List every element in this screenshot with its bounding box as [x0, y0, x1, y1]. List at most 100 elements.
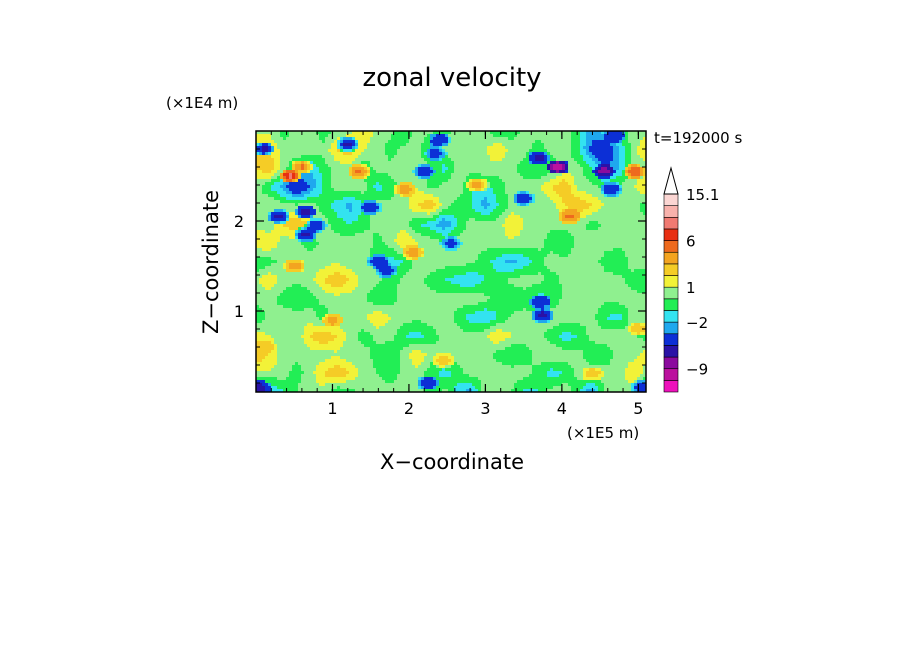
- field-cell: [520, 167, 524, 171]
- field-cell: [550, 134, 554, 138]
- field-cell: [391, 140, 395, 144]
- field-cell: [574, 203, 578, 207]
- field-cell: [454, 212, 458, 216]
- field-cell: [481, 167, 485, 171]
- field-cell: [565, 179, 569, 183]
- field-cell: [430, 170, 434, 174]
- field-cell: [343, 161, 347, 165]
- field-cell: [556, 161, 560, 165]
- field-cell: [466, 140, 470, 144]
- field-cell: [394, 137, 398, 141]
- field-cell: [352, 170, 356, 174]
- field-cell: [310, 143, 314, 147]
- field-cell: [268, 140, 272, 144]
- field-cell: [610, 206, 614, 210]
- field-cell: [577, 173, 581, 177]
- field-cell: [373, 158, 377, 162]
- field-cell: [325, 185, 329, 189]
- field-cell: [403, 170, 407, 174]
- field-cell: [274, 206, 278, 210]
- field-cell: [436, 152, 440, 156]
- field-cell: [298, 218, 302, 222]
- field-cell: [502, 140, 506, 144]
- field-cell: [340, 221, 344, 225]
- field-cell: [568, 137, 572, 141]
- field-cell: [589, 188, 593, 192]
- field-cell: [556, 134, 560, 138]
- field-cell: [277, 206, 281, 210]
- field-cell: [607, 143, 611, 147]
- field-cell: [376, 179, 380, 183]
- field-cell: [469, 179, 473, 183]
- field-cell: [358, 215, 362, 219]
- field-cell: [490, 191, 494, 195]
- field-cell: [289, 158, 293, 162]
- field-cell: [346, 182, 350, 186]
- field-cell: [532, 164, 536, 168]
- field-cell: [571, 173, 575, 177]
- field-cell: [313, 155, 317, 159]
- field-cell: [517, 182, 521, 186]
- field-cell: [508, 161, 512, 165]
- field-cell: [286, 167, 290, 171]
- field-cell: [535, 200, 539, 204]
- field-cell: [349, 140, 353, 144]
- field-cell: [559, 212, 563, 216]
- field-cell: [310, 131, 314, 135]
- field-cell: [601, 191, 605, 195]
- field-cell: [373, 134, 377, 138]
- field-cell: [472, 200, 476, 204]
- field-cell: [625, 137, 629, 141]
- field-cell: [634, 209, 638, 213]
- field-cell: [313, 200, 317, 204]
- field-cell: [295, 218, 299, 222]
- field-cell: [622, 131, 626, 135]
- field-cell: [499, 167, 503, 171]
- field-cell: [478, 164, 482, 168]
- field-cell: [433, 206, 437, 210]
- field-cell: [265, 173, 269, 177]
- field-cell: [313, 167, 317, 171]
- field-cell: [304, 182, 308, 186]
- field-cell: [325, 200, 329, 204]
- field-cell: [265, 131, 269, 135]
- field-cell: [493, 203, 497, 207]
- field-cell: [388, 149, 392, 153]
- field-cell: [601, 182, 605, 186]
- field-cell: [367, 182, 371, 186]
- field-cell: [499, 140, 503, 144]
- field-cell: [619, 149, 623, 153]
- field-cell: [361, 185, 365, 189]
- field-cell: [631, 149, 635, 153]
- field-cell: [373, 179, 377, 183]
- field-cell: [556, 146, 560, 150]
- field-cell: [505, 200, 509, 204]
- field-cell: [529, 137, 533, 141]
- field-cell: [283, 131, 287, 135]
- field-cell: [355, 167, 359, 171]
- field-cell: [430, 212, 434, 216]
- field-cell: [370, 188, 374, 192]
- field-cell: [346, 170, 350, 174]
- field-cell: [373, 137, 377, 141]
- field-cell: [511, 215, 515, 219]
- field-cell: [316, 158, 320, 162]
- field-cell: [328, 158, 332, 162]
- field-cell: [553, 146, 557, 150]
- field-cell: [583, 143, 587, 147]
- field-cell: [535, 161, 539, 165]
- field-cell: [283, 218, 287, 222]
- field-cell: [352, 221, 356, 225]
- field-cell: [466, 164, 470, 168]
- field-cell: [550, 152, 554, 156]
- field-cell: [409, 188, 413, 192]
- field-cell: [406, 137, 410, 141]
- field-cell: [400, 137, 404, 141]
- field-cell: [445, 209, 449, 213]
- field-cell: [541, 191, 545, 195]
- field-cell: [613, 137, 617, 141]
- field-cell: [544, 188, 548, 192]
- field-cell: [367, 134, 371, 138]
- field-cell: [304, 131, 308, 135]
- field-cell: [262, 170, 266, 174]
